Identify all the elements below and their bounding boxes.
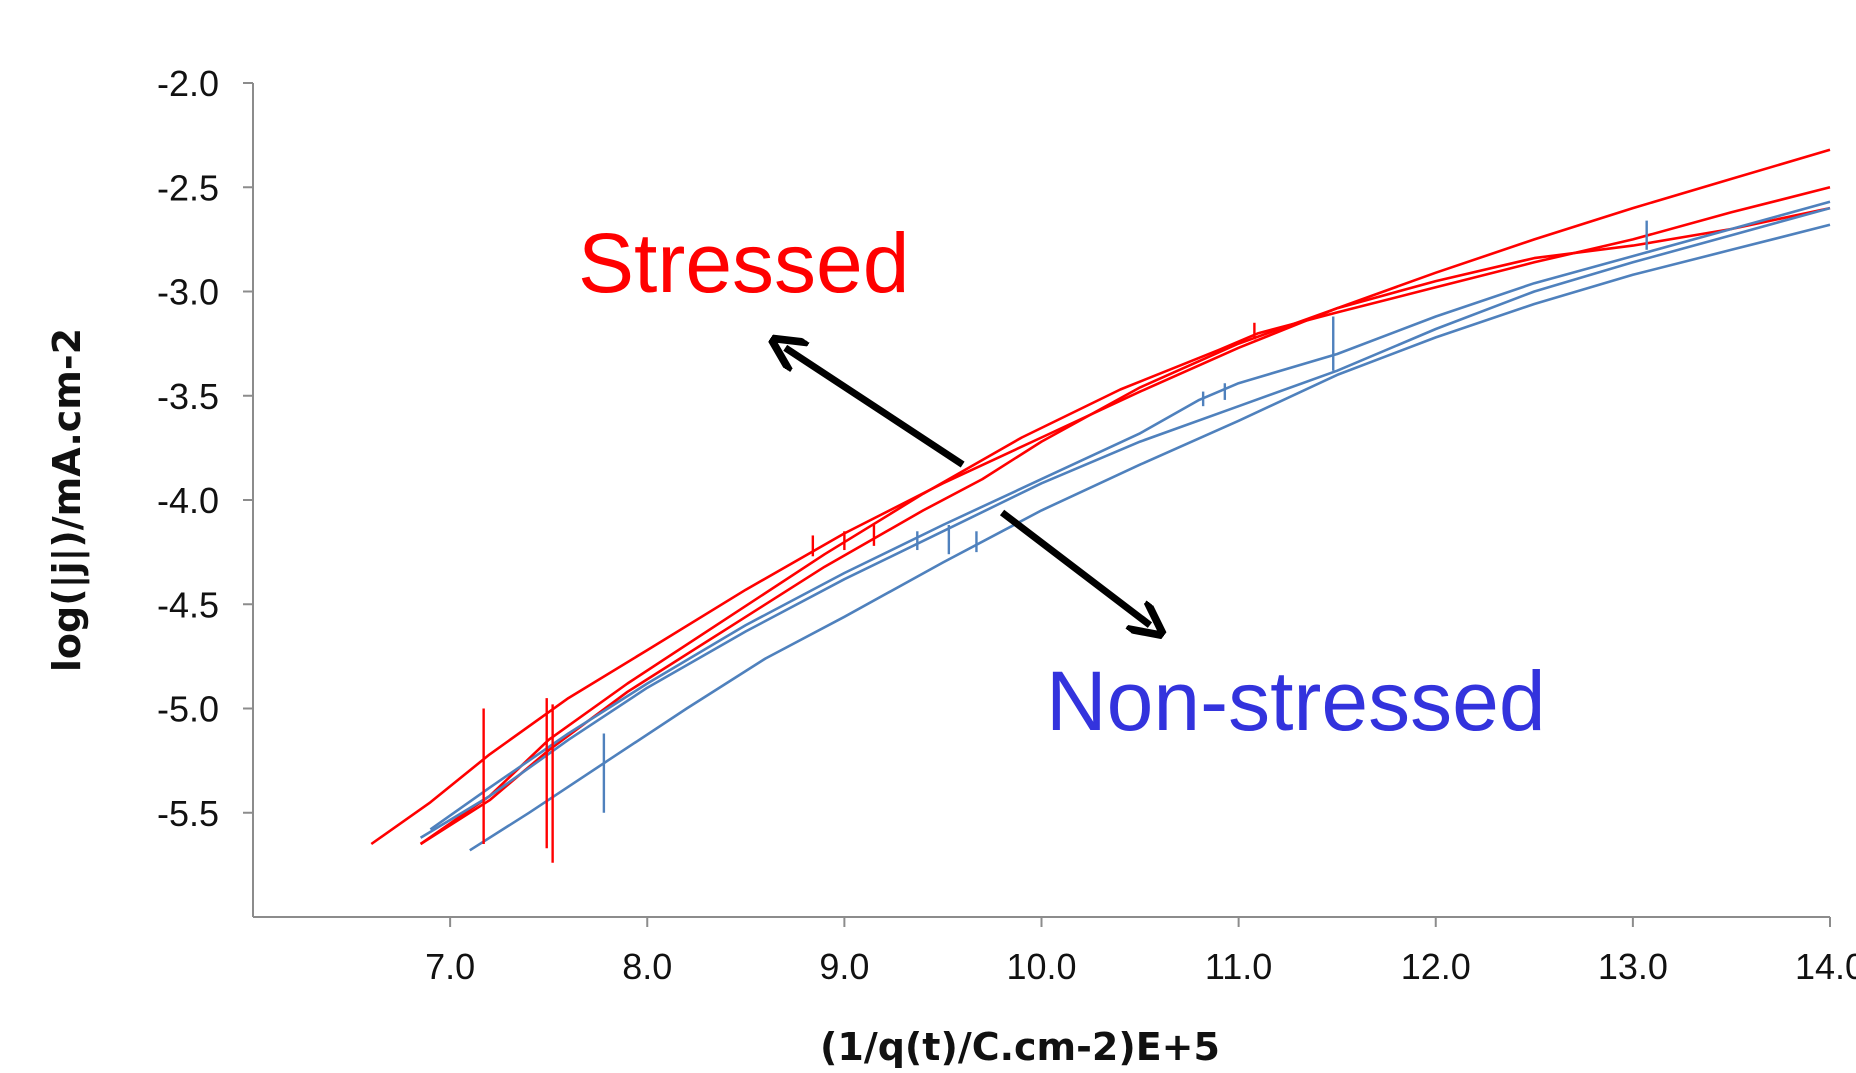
x-tick-label: 13.0 [1598,946,1668,987]
y-tick-label: -3.5 [157,376,219,417]
y-tick-label: -2.0 [157,63,219,104]
x-tick-label: 10.0 [1006,946,1076,987]
y-tick-label: -2.5 [157,167,219,208]
stressed-arrow [785,348,965,468]
y-tick-label: -4.0 [157,480,219,521]
x-axis-title: (1/q(t)/C.cm-2)E+5 [820,1025,1220,1069]
x-tick-label: 9.0 [819,946,869,987]
y-tick-label: -4.5 [157,584,219,625]
x-tick-label: 7.0 [425,946,475,987]
stressed-label: Stressed [578,216,910,310]
y-tick-label: -5.5 [157,793,219,834]
non-stressed-arrow [999,509,1150,626]
series-line-5 [469,223,1831,852]
y-tick-label: -5.0 [157,689,219,730]
spike-layer [482,220,1648,863]
x-tick-label: 14.0 [1795,946,1856,987]
series-line-0 [370,148,1831,846]
y-axis-title: log(|j|)/mA.cm-2 [45,328,90,672]
series-line-4 [419,206,1831,839]
annotation-layer: Stressed Non-stressed [578,216,1546,748]
series-line-3 [429,200,1831,831]
y-tick-label: -3.0 [157,272,219,313]
series-layer [370,148,1831,852]
x-tick-label: 11.0 [1205,946,1272,987]
non-stressed-label: Non-stressed [1046,654,1546,748]
x-tick-label: 8.0 [622,946,672,987]
x-ticks: 7.0 8.0 9.0 10.0 11.0 12.0 13.0 14.0 [425,917,1856,987]
x-tick-label: 12.0 [1401,946,1471,987]
y-ticks: -2.0 -2.5 -3.0 -3.5 -4.0 -4.5 -5.0 -5.5 [157,63,253,834]
